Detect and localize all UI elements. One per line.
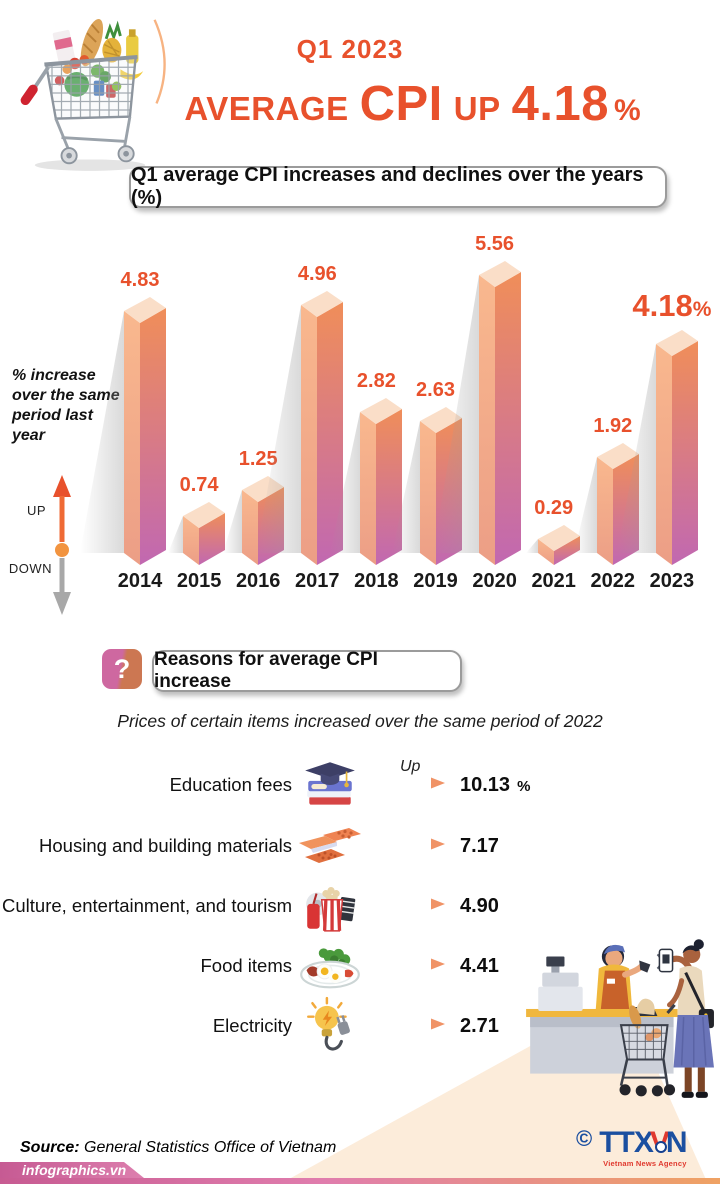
reason-row-culture: Culture, entertainment, and tourism 4.90 bbox=[0, 877, 560, 935]
cart-icon bbox=[20, 18, 166, 171]
bar-value-label: 1.92 bbox=[593, 415, 633, 437]
up-word: Up bbox=[400, 757, 421, 775]
arrow-icon bbox=[397, 1018, 445, 1029]
bar-2020 bbox=[432, 261, 521, 565]
reason-value: 7.17 bbox=[460, 834, 499, 857]
bar-value-label: 4.83 bbox=[120, 269, 160, 291]
percent-unit: % bbox=[517, 777, 531, 795]
bottom-gradient-strip bbox=[0, 1178, 720, 1184]
globe-icon bbox=[655, 1141, 668, 1153]
title-average: AVERAGE bbox=[184, 90, 349, 127]
bricks-icon bbox=[292, 825, 368, 867]
bar-2023 bbox=[616, 330, 698, 565]
reasons-title: Reasons for average CPI increase bbox=[154, 649, 378, 692]
entertainment-icon bbox=[292, 877, 368, 935]
bar-2017 bbox=[256, 291, 344, 565]
bar-2015 bbox=[168, 502, 226, 565]
title-value: 4.18 bbox=[511, 77, 609, 131]
bar-year-label: 2018 bbox=[354, 570, 399, 592]
arrow-icon bbox=[397, 838, 445, 849]
bar-year-label: 2015 bbox=[176, 570, 222, 592]
bar-year-label: 2020 bbox=[472, 570, 517, 592]
reasons-subtitle: Prices of certain items increased over t… bbox=[117, 711, 603, 731]
bar-2018 bbox=[330, 398, 403, 565]
arrow-icon bbox=[397, 777, 445, 788]
bar-value-label: 4.18% bbox=[632, 288, 712, 323]
bar-value-label: 4.96 bbox=[297, 263, 337, 285]
source-text: General Statistics Office of Vietnam bbox=[79, 1139, 337, 1156]
title-percent: % bbox=[613, 94, 641, 127]
bar-year-label: 2016 bbox=[235, 570, 281, 592]
bar-value-label: 1.25 bbox=[238, 448, 278, 470]
education-icon bbox=[292, 758, 368, 812]
chart-title-pill: Q1 average CPI increases and declines ov… bbox=[129, 164, 667, 209]
reason-label: Electricity bbox=[212, 1015, 292, 1036]
copyright-icon: © bbox=[576, 1126, 593, 1151]
bar-2021 bbox=[525, 525, 580, 565]
agency-name: Vietnam News Agency bbox=[603, 1158, 687, 1168]
reason-label: Food items bbox=[200, 955, 292, 976]
reason-row-housing: Housing and building materials 7.17 bbox=[0, 817, 560, 875]
page-title: AVERAGE CPI UP 4.18 % bbox=[105, 76, 720, 132]
axis-note: % increase over the same period last yea… bbox=[12, 367, 120, 444]
up-label: UP bbox=[26, 503, 46, 518]
reason-value: 2.71 bbox=[460, 1014, 499, 1037]
checkout-illustration bbox=[516, 916, 718, 1115]
chart-title: Q1 average CPI increases and declines ov… bbox=[131, 164, 644, 209]
question-icon: ? bbox=[102, 649, 142, 689]
bar-year-label: 2022 bbox=[590, 570, 636, 592]
reason-value: 4.41 bbox=[460, 954, 499, 977]
bar-year-label: 2017 bbox=[295, 570, 340, 592]
site-name: infographics.vn bbox=[22, 1162, 127, 1178]
down-label: DOWN bbox=[8, 561, 52, 576]
agency-logo: ©TTXVNVietnam News Agency bbox=[576, 1126, 718, 1168]
bar-year-label: 2021 bbox=[531, 570, 576, 592]
bar-value-label: 0.74 bbox=[179, 474, 219, 496]
up-down-arrow-icon bbox=[53, 475, 71, 615]
reason-value: 4.90 bbox=[460, 894, 499, 917]
question-glyph: ? bbox=[113, 653, 131, 684]
arrow-icon bbox=[397, 958, 445, 969]
title-up: UP bbox=[453, 90, 501, 127]
reasons-title-pill: Reasons for average CPI increase bbox=[152, 649, 462, 692]
bar-value-label: 2.63 bbox=[416, 379, 455, 401]
bar-value-label: 0.29 bbox=[534, 497, 574, 519]
increase-arrow bbox=[396, 957, 446, 976]
electricity-icon bbox=[292, 996, 368, 1056]
reason-label: Culture, entertainment, and tourism bbox=[2, 895, 292, 916]
reason-label: Education fees bbox=[169, 774, 292, 795]
arrow-icon bbox=[397, 898, 445, 909]
bar-value-label: 5.56 bbox=[475, 233, 515, 255]
reason-label: Housing and building materials bbox=[39, 835, 292, 856]
kicker: Q1 2023 bbox=[296, 34, 404, 64]
bar-year-label: 2023 bbox=[649, 570, 695, 592]
source-label: Source: bbox=[20, 1139, 80, 1156]
bar-value-label: 2.82 bbox=[356, 370, 396, 392]
increase-arrow bbox=[396, 837, 446, 856]
reason-row-electricity: Electricity bbox=[0, 996, 560, 1056]
food-icon bbox=[292, 942, 368, 990]
increase-arrow bbox=[396, 1017, 446, 1036]
source-line: Source: General Statistics Office of Vie… bbox=[20, 1139, 336, 1157]
increase-arrow: Up bbox=[396, 758, 446, 795]
bar-chart: 4.83 2014 0.74 2015 1.25 2016 bbox=[80, 233, 712, 592]
reason-row-food: Food items 4.41 bbox=[0, 937, 560, 995]
grocery-cart-image bbox=[14, 8, 166, 181]
bar-2014 bbox=[80, 297, 166, 565]
increase-arrow bbox=[396, 897, 446, 916]
title-cpi: CPI bbox=[359, 77, 443, 131]
ttxvn-logo: TTXVNVietnam News Agency bbox=[599, 1126, 687, 1168]
reason-row-education: Education fees Up 10.13 % bbox=[0, 756, 560, 814]
site-ribbon: infographics.vn bbox=[0, 1162, 144, 1178]
bar-year-label: 2014 bbox=[117, 570, 163, 592]
bar-year-label: 2019 bbox=[413, 570, 458, 592]
reason-value: 10.13 % bbox=[460, 773, 531, 796]
